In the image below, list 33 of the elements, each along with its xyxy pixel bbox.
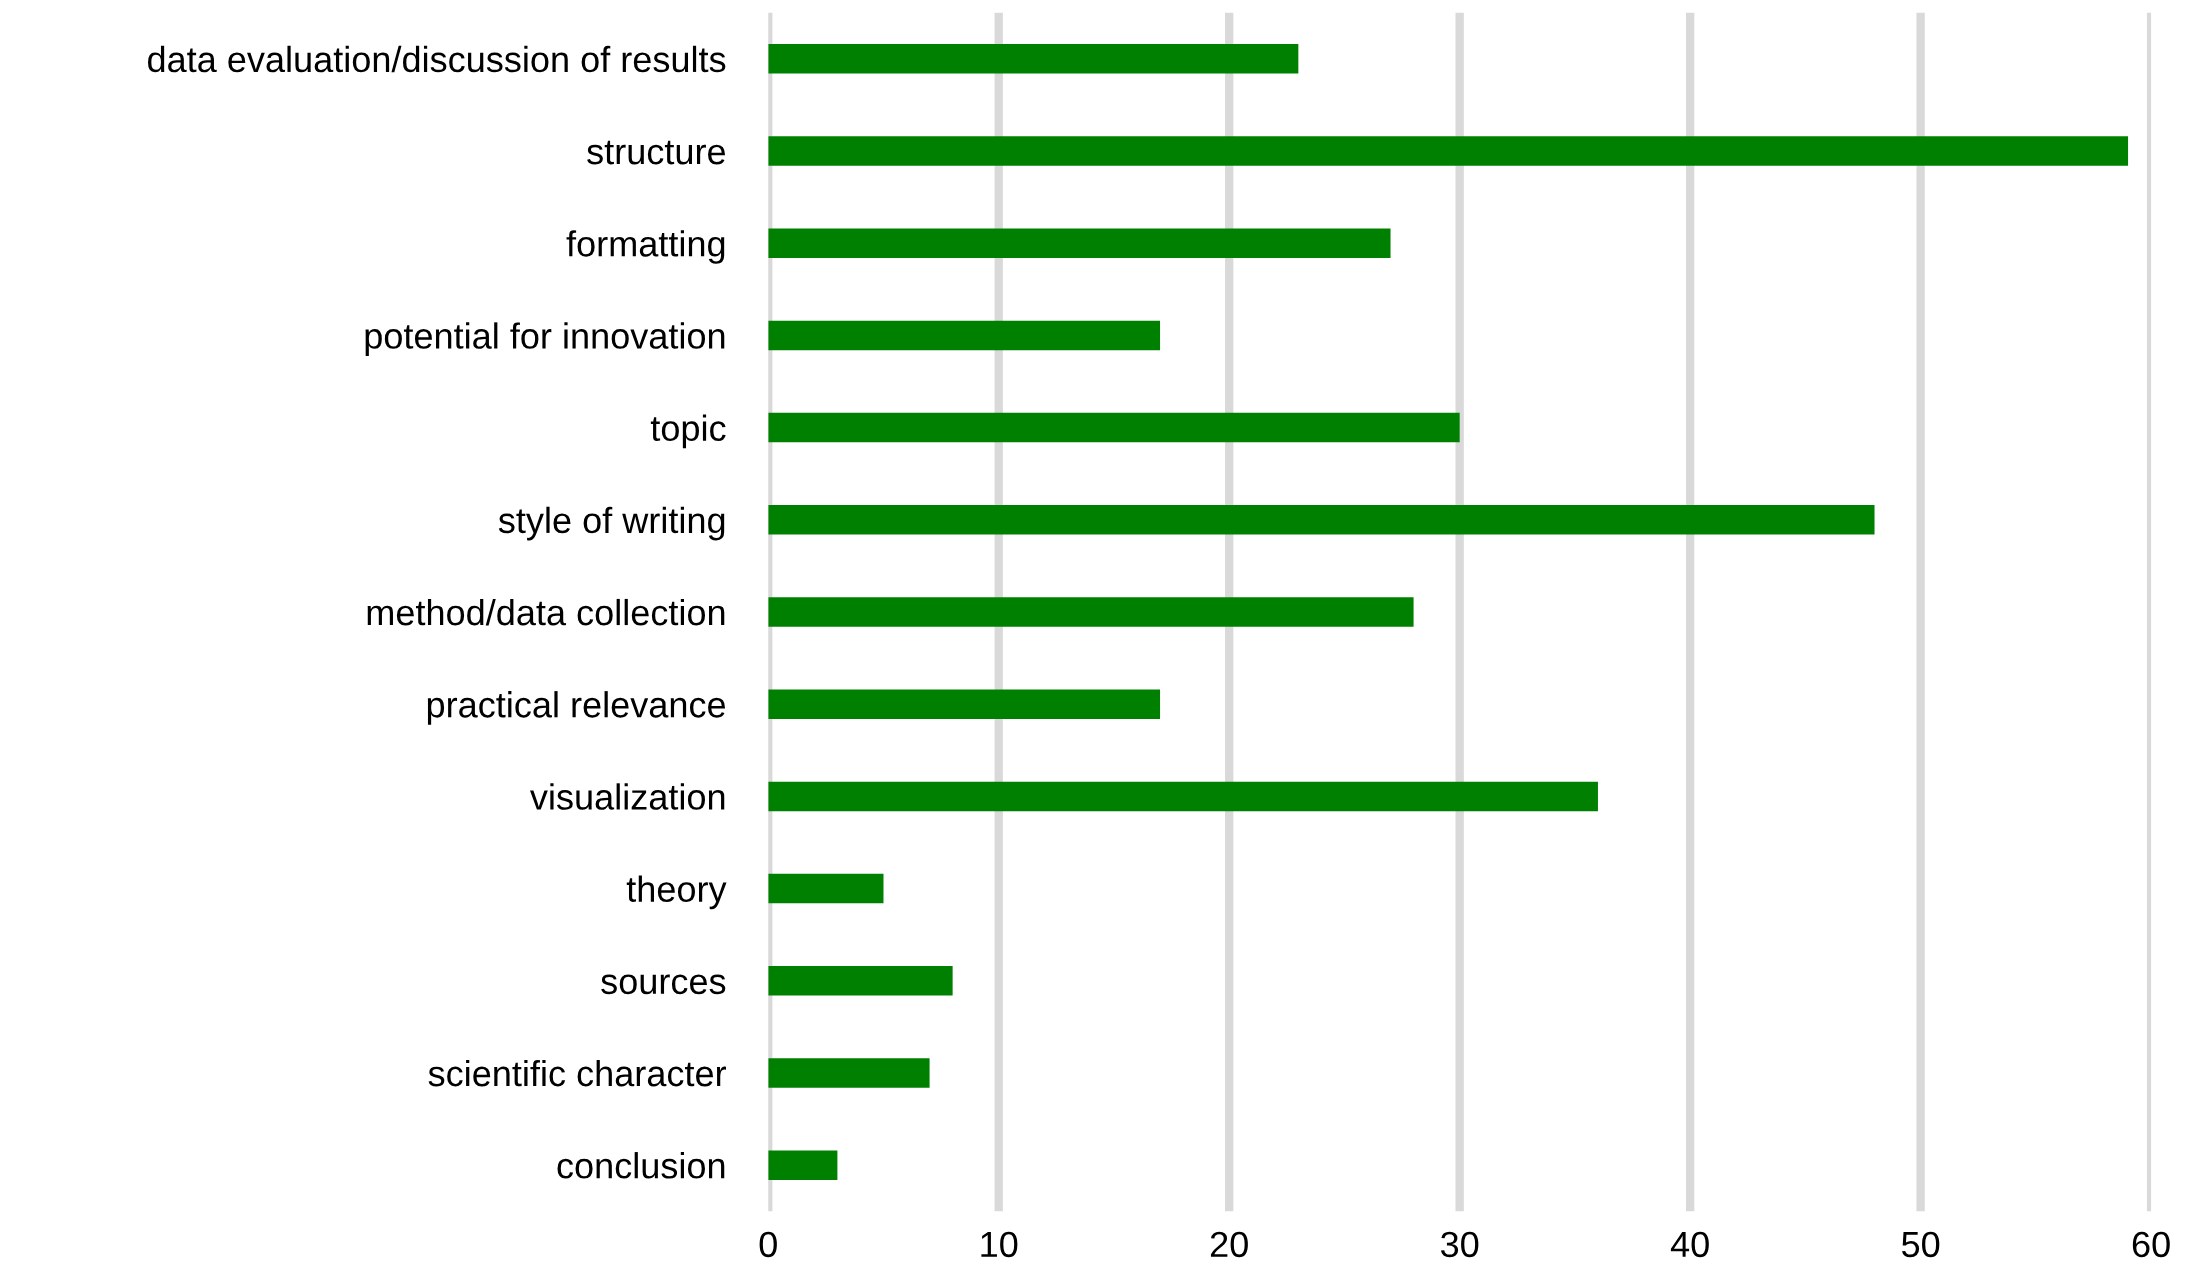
y-tick-label: theory — [626, 875, 727, 910]
y-tick-label: topic — [650, 414, 726, 449]
y-tick-label: scientific character — [428, 1059, 726, 1087]
bar — [768, 781, 1598, 812]
bar — [768, 966, 953, 996]
y-tick-label: formatting — [566, 230, 725, 264]
y-tick-label: visualization — [530, 783, 725, 810]
y-tick-label: structure — [587, 140, 725, 165]
bar — [768, 597, 1414, 627]
bar — [768, 412, 1460, 443]
bar — [768, 1150, 838, 1180]
y-tick-label: style of writing — [498, 506, 725, 541]
y-tick-label: conclusion — [557, 1152, 725, 1179]
y-tick-label: potential for innovation — [365, 322, 725, 356]
y-tick-label: method/data collection — [367, 598, 725, 626]
bar — [768, 320, 1161, 351]
x-tick-label: 30 — [1440, 1231, 1479, 1258]
x-tick-label: 40 — [1670, 1231, 1709, 1258]
y-tick-label: practical relevance — [427, 691, 725, 725]
y-tick-label: sources — [601, 974, 726, 995]
y-tick-label: data evaluation/discussion of results — [148, 45, 726, 73]
bar — [768, 44, 1299, 74]
bar — [768, 228, 1391, 258]
x-tick-label: 10 — [981, 1231, 1018, 1258]
x-tick-label: 0 — [759, 1231, 777, 1258]
x-tick-label: 20 — [1210, 1231, 1248, 1258]
bar — [768, 505, 1875, 535]
bar — [768, 689, 1161, 719]
x-tick-label: 50 — [1901, 1231, 1940, 1258]
bar — [768, 136, 2129, 166]
x-tick-label: 60 — [2132, 1231, 2170, 1258]
bar — [768, 873, 884, 904]
bar — [768, 1058, 930, 1088]
